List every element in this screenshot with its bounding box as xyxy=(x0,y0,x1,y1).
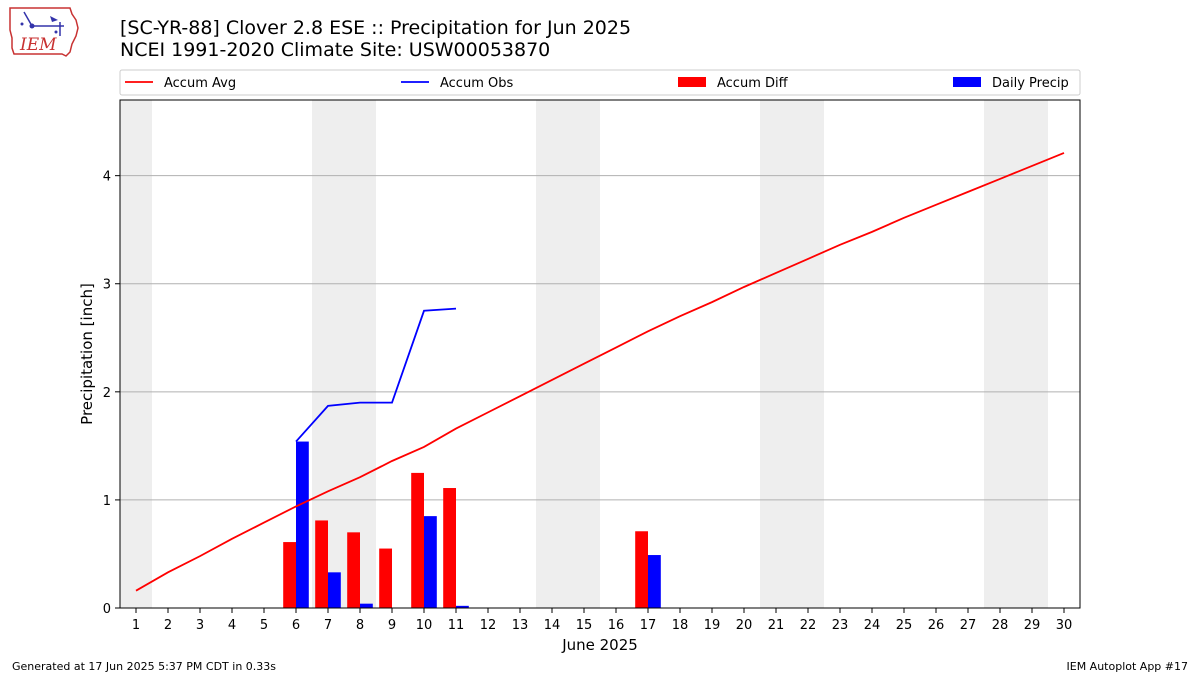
weekend-shade xyxy=(792,100,824,608)
x-tick-label: 21 xyxy=(768,618,785,633)
x-tick-label: 1 xyxy=(132,618,140,633)
x-tick-label: 22 xyxy=(800,618,817,633)
chart-subtitle: NCEI 1991-2020 Climate Site: USW00053870 xyxy=(120,39,551,61)
weekend-shade xyxy=(984,100,1016,608)
weekend-shade xyxy=(760,100,792,608)
x-tick-label: 27 xyxy=(960,618,977,633)
app-note: IEM Autoplot App #17 xyxy=(1066,660,1189,673)
x-tick-label: 3 xyxy=(196,618,204,633)
x-tick-label: 25 xyxy=(896,618,913,633)
generated-note: Generated at 17 Jun 2025 5:37 PM CDT in … xyxy=(12,660,277,673)
y-tick-label: 4 xyxy=(103,170,111,185)
legend-accum-avg-label: Accum Avg xyxy=(164,76,236,91)
x-tick-label: 9 xyxy=(388,618,396,633)
accum-avg-line xyxy=(135,152,1065,592)
x-tick-label: 12 xyxy=(480,618,497,633)
x-tick-label: 29 xyxy=(1024,618,1041,633)
weekend-shade xyxy=(568,100,600,608)
daily-precip-bar xyxy=(296,441,309,608)
x-tick-label: 10 xyxy=(416,618,433,633)
chart-title: [SC-YR-88] Clover 2.8 ESE :: Precipitati… xyxy=(120,17,632,39)
x-tick-label: 17 xyxy=(640,618,657,633)
legend-accum-diff-swatch xyxy=(678,77,706,87)
accum-obs-line xyxy=(295,307,457,443)
plot-frame xyxy=(119,99,1081,609)
weekend-shade xyxy=(1016,100,1048,608)
accum-diff-bar xyxy=(411,472,424,608)
legend-accum-diff-label: Accum Diff xyxy=(717,76,789,91)
weekend-shade xyxy=(344,100,376,608)
legend-daily-precip-label: Daily Precip xyxy=(992,76,1069,91)
legend-box xyxy=(119,69,1081,96)
y-axis-label: Precipitation [inch] xyxy=(78,283,96,425)
x-tick-label: 26 xyxy=(928,618,945,633)
x-tick-label: 8 xyxy=(356,618,364,633)
x-tick-label: 7 xyxy=(324,618,332,633)
x-tick-label: 5 xyxy=(260,618,268,633)
accum-diff-bar xyxy=(635,531,648,608)
x-tick-label: 23 xyxy=(832,618,849,633)
daily-precip-bar xyxy=(648,555,661,608)
x-tick-label: 13 xyxy=(512,618,529,633)
x-tick-label: 15 xyxy=(576,618,593,633)
legend-daily-precip-swatch xyxy=(953,77,981,87)
x-tick-label: 18 xyxy=(672,618,689,633)
x-tick-label: 4 xyxy=(228,618,236,633)
x-tick-label: 16 xyxy=(608,618,625,633)
weekend-shade xyxy=(120,100,152,608)
x-tick-label: 11 xyxy=(448,618,465,633)
x-tick-label: 30 xyxy=(1056,618,1073,633)
x-tick-label: 2 xyxy=(164,618,172,633)
daily-precip-bar xyxy=(456,605,469,608)
daily-precip-bar xyxy=(424,516,437,608)
x-tick-label: 20 xyxy=(736,618,753,633)
weekend-shade xyxy=(536,100,568,608)
accum-diff-bar xyxy=(379,548,392,608)
y-tick-label: 1 xyxy=(103,494,111,509)
accum-diff-bar xyxy=(283,542,296,608)
x-tick-label: 28 xyxy=(992,618,1009,633)
accum-diff-bar xyxy=(347,532,360,608)
accum-diff-bar xyxy=(443,488,456,608)
y-tick-label: 0 xyxy=(103,602,111,617)
x-tick-label: 24 xyxy=(864,618,881,633)
x-tick-label: 6 xyxy=(292,618,300,633)
x-axis-label: June 2025 xyxy=(561,636,638,654)
logo-text: IEM xyxy=(19,35,57,55)
x-tick-label: 14 xyxy=(544,618,561,633)
y-tick-label: 2 xyxy=(103,386,111,401)
daily-precip-bar xyxy=(360,603,373,608)
legend-accum-obs-label: Accum Obs xyxy=(440,76,513,91)
x-tick-label: 19 xyxy=(704,618,721,633)
y-tick-label: 3 xyxy=(103,278,111,293)
daily-precip-bar xyxy=(328,572,341,608)
iem-logo: IEM xyxy=(6,4,84,64)
accum-diff-bar xyxy=(315,520,328,608)
